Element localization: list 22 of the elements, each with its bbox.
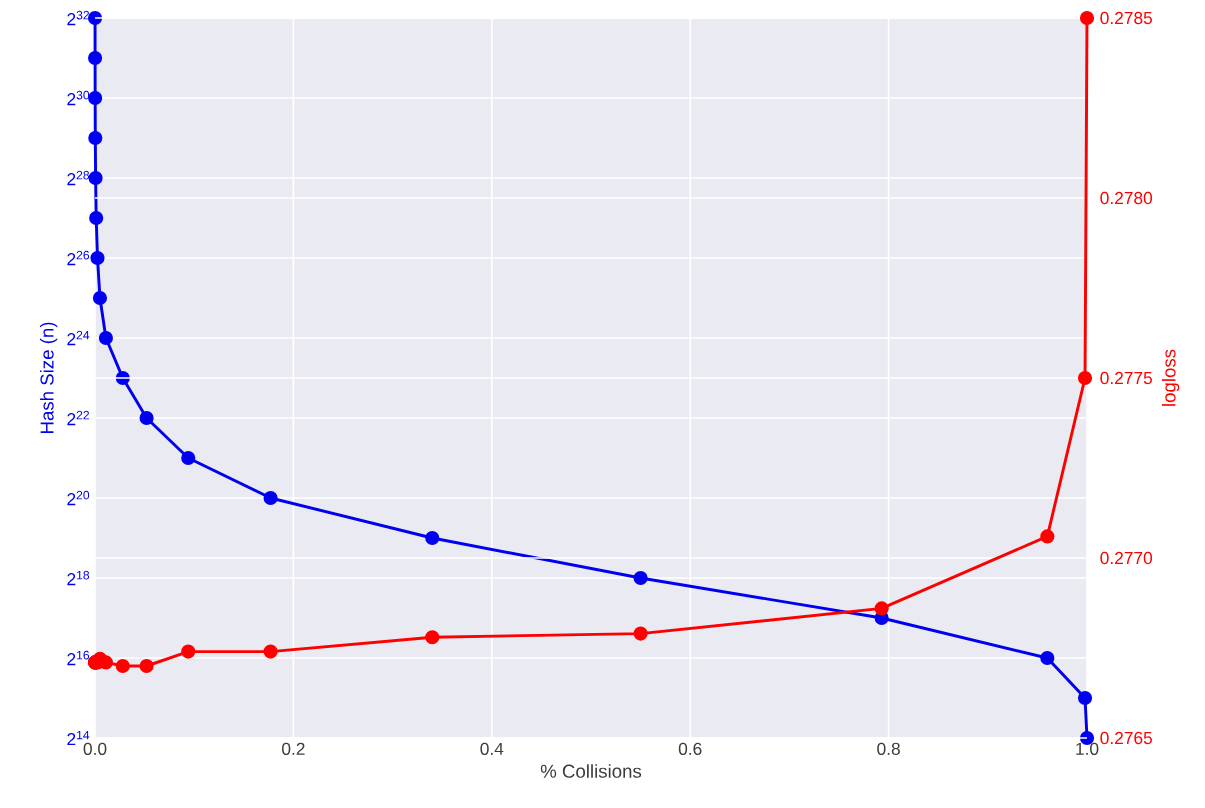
y2-tick-label: 0.2775 xyxy=(1100,371,1152,385)
y-tick-label: 2$^{30}$ xyxy=(67,90,90,106)
x-axis-title: % Collisions xyxy=(540,764,642,778)
x-tick-label: 0.6 xyxy=(678,742,702,755)
y-tick-label: 2$^{24}$ xyxy=(67,330,90,346)
y-tick-label: 2$^{28}$ xyxy=(67,170,90,186)
x-tick-label: 0.2 xyxy=(282,742,305,755)
x-tick-label: 0.8 xyxy=(877,742,900,755)
y2-tick-label: 0.2780 xyxy=(1100,191,1153,205)
y2-tick-label: 0.2770 xyxy=(1100,551,1153,565)
x-tick-label: 0.4 xyxy=(480,742,504,755)
x-tick-label: 1.0 xyxy=(1076,742,1099,755)
y-tick-label: 2$^{16}$ xyxy=(67,650,90,666)
y-tick-label: 2$^{18}$ xyxy=(67,570,90,586)
y-tick-label: 2$^{22}$ xyxy=(67,410,90,426)
y2-axis-title: logloss xyxy=(1161,349,1180,406)
y2-tick-label: 0.2765 xyxy=(1100,731,1152,745)
y-tick-label: 2$^{32}$ xyxy=(67,10,90,26)
y-tick-label: 2$^{20}$ xyxy=(67,490,90,506)
y-tick-label: 2$^{26}$ xyxy=(67,250,90,266)
y-axis-title: Hash Size (n) xyxy=(39,322,58,433)
y2-tick-label: 0.2785 xyxy=(1100,11,1152,25)
